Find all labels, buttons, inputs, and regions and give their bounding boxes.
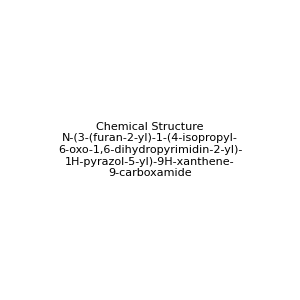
Text: Chemical Structure
N-(3-(furan-2-yl)-1-(4-isopropyl-
6-oxo-1,6-dihydropyrimidin-: Chemical Structure N-(3-(furan-2-yl)-1-(… [58,122,242,178]
